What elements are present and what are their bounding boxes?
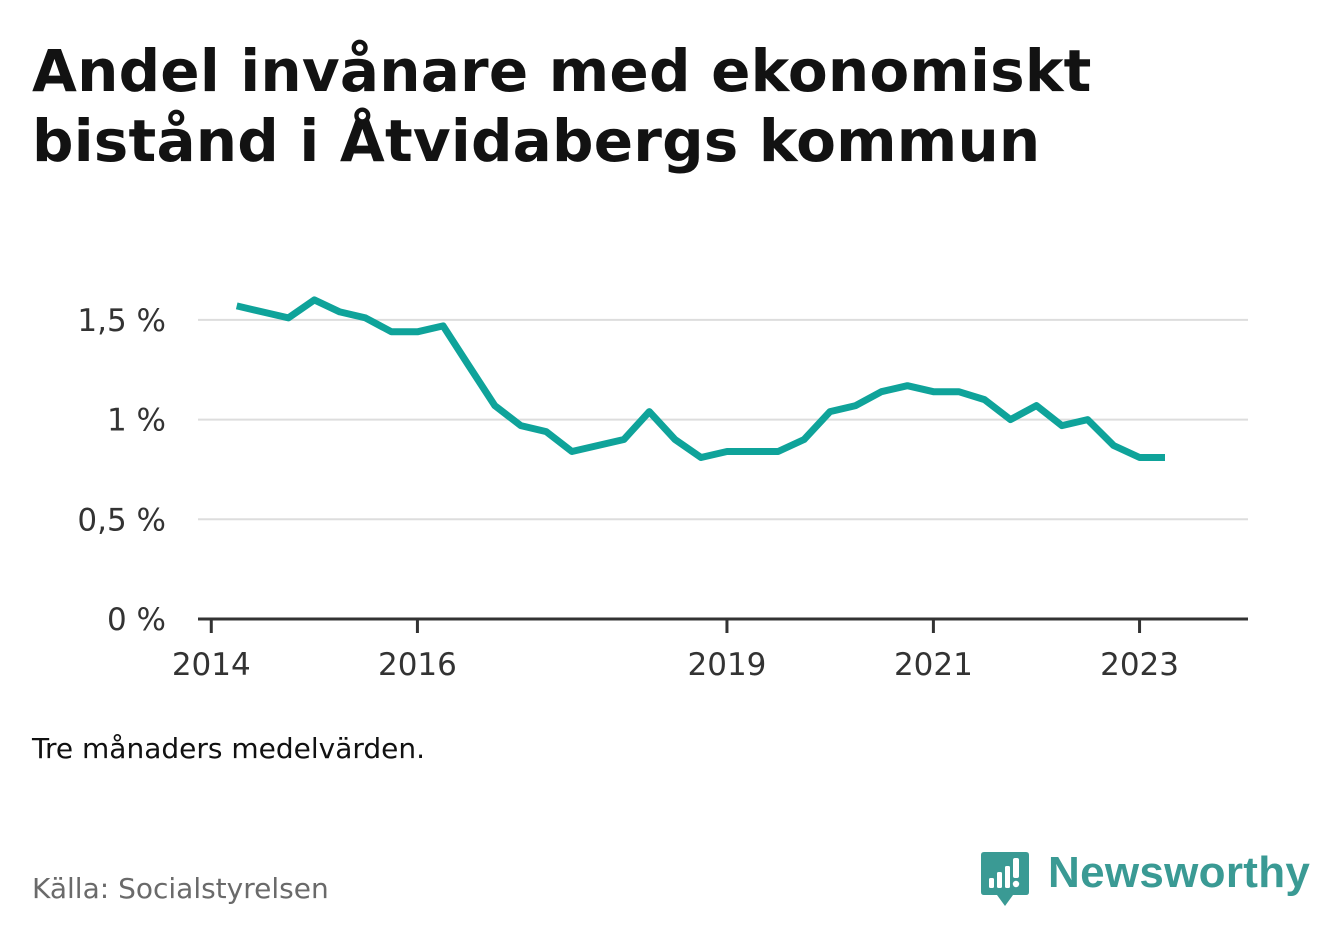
x-tick-label: 2014 [172,647,251,683]
x-tick-label: 2021 [894,647,973,683]
y-tick-label: 0 % [107,602,166,638]
y-axis-labels: 0 % 0,5 % 1 % 1,5 % [77,303,166,638]
chart-title: Andel invånare med ekonomiskt bistånd i … [32,37,1092,175]
series-layer [235,296,1165,461]
newsworthy-logo-icon [981,852,1029,906]
x-axis: 2014 2016 2019 2021 2023 [172,617,1248,683]
y-tick-label: 0,5 % [77,502,166,538]
y-tick-label: 1 % [107,403,166,439]
y-tick-label: 1,5 % [77,303,166,339]
brand-name: Newsworthy [1048,848,1311,897]
x-tick-label: 2019 [688,647,767,683]
brand-logo[interactable]: Newsworthy [980,848,1310,912]
x-tick-label: 2016 [378,647,457,683]
x-tick-label: 2023 [1100,647,1179,683]
chart-note: Tre månaders medelvärden. [32,732,426,765]
series-line [235,296,1165,461]
source-credit: Källa: Socialstyrelsen [32,872,329,905]
